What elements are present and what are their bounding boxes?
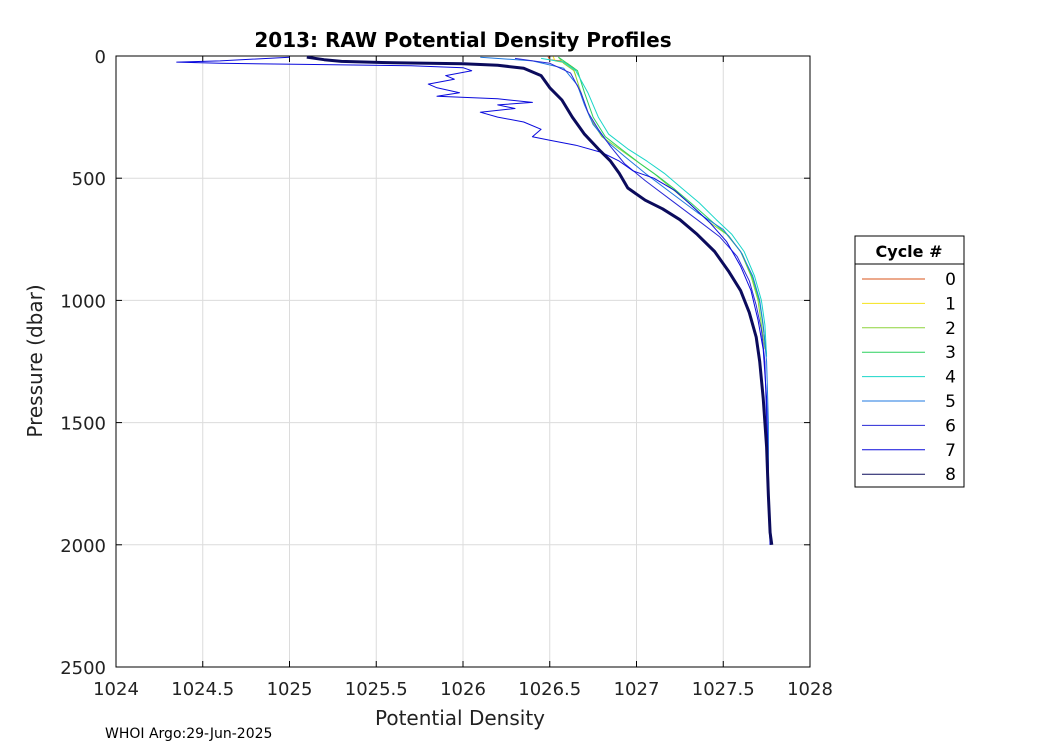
y-tick-label: 1000 <box>60 291 106 312</box>
x-tick-label: 1024.5 <box>171 679 234 700</box>
series-line-cycle-2 <box>558 56 766 350</box>
x-tick-label: 1028 <box>787 679 833 700</box>
x-tick-label: 1025.5 <box>345 679 408 700</box>
x-tick-label: 1026 <box>440 679 486 700</box>
legend-label-cycle-7: 7 <box>945 441 956 461</box>
series-line-cycle-3 <box>558 56 768 355</box>
series-line-cycle-7 <box>176 56 771 545</box>
data-series <box>176 55 774 546</box>
legend-label-cycle-4: 4 <box>945 368 956 388</box>
y-tick-label: 2000 <box>60 536 106 557</box>
legend-title: Cycle # <box>876 242 943 261</box>
y-tick-label: 2500 <box>60 658 106 679</box>
legend-label-cycle-8: 8 <box>945 465 956 485</box>
y-tick-label: 0 <box>95 47 106 68</box>
axis-ticks: 1024 1024.5 1025 1025.5 1026 1026.5 1027 1027.5… <box>60 47 833 700</box>
legend: Cycle # 0 1 2 3 4 5 6 7 8 <box>854 235 965 488</box>
grid <box>115 55 811 668</box>
x-tick-label: 1024 <box>93 679 139 700</box>
series-line-cycle-6 <box>514 57 771 545</box>
chart-title: 2013: RAW Potential Density Profiles <box>254 28 671 52</box>
legend-label-cycle-2: 2 <box>945 319 956 339</box>
x-axis-label: Potential Density <box>375 706 545 730</box>
y-tick-label: 500 <box>72 169 106 190</box>
series-line-cycle-5 <box>480 56 771 545</box>
legend-label-cycle-0: 0 <box>945 270 956 290</box>
series-line-cycle-4 <box>541 57 768 357</box>
x-tick-label: 1026.5 <box>518 679 581 700</box>
legend-label-cycle-3: 3 <box>945 343 956 363</box>
legend-label-cycle-5: 5 <box>945 392 956 412</box>
y-axis-label: Pressure (dbar) <box>23 284 47 437</box>
x-tick-label: 1027 <box>614 679 660 700</box>
y-tick-label: 1500 <box>60 414 106 435</box>
legend-box <box>854 235 965 488</box>
legend-label-cycle-1: 1 <box>945 294 956 314</box>
x-tick-label: 1027.5 <box>692 679 755 700</box>
series-line-cycle-8 <box>306 55 774 546</box>
legend-label-cycle-6: 6 <box>945 416 956 436</box>
footer-credit: WHOI Argo:29-Jun-2025 <box>105 726 273 742</box>
legend-items: 0 1 2 3 4 5 6 7 8 <box>862 270 956 485</box>
x-tick-label: 1025 <box>267 679 313 700</box>
